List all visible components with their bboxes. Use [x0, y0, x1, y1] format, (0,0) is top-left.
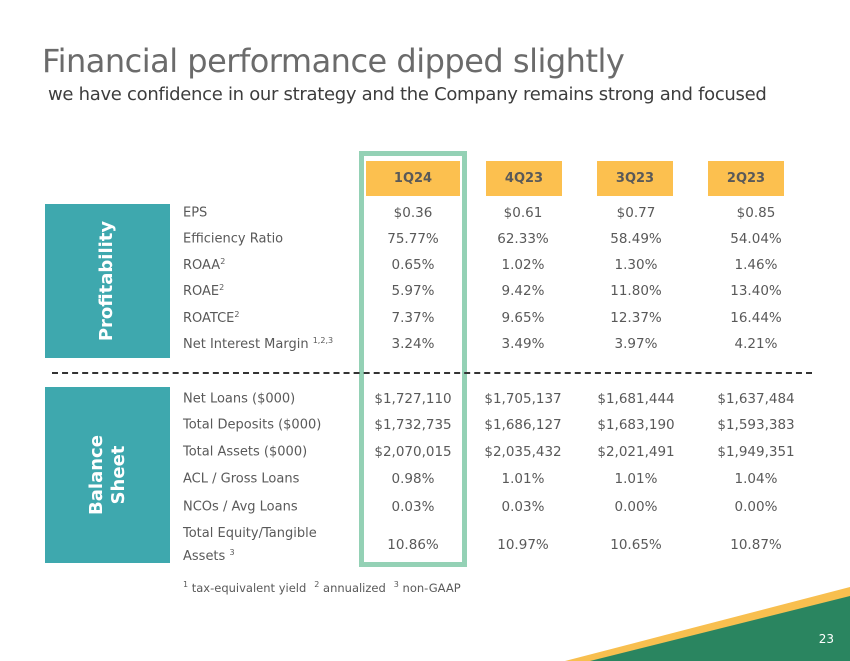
footnote-marker: 2	[314, 580, 320, 589]
footnote-marker: 3	[229, 547, 235, 557]
row-label-text: Efficiency Ratio	[183, 231, 284, 247]
table-cell: 1.02%	[501, 257, 545, 273]
table-cell: $1,732,735	[374, 417, 452, 433]
footnotes: 1 tax-equivalent yield 2 annualized 3 non-…	[183, 580, 469, 595]
table-cell: $0.61	[503, 205, 543, 221]
table-cell: 5.97%	[391, 283, 435, 299]
section-label-balance-sheet: Balance Sheet	[45, 387, 170, 563]
row-label-text: Net Loans ($000)	[183, 391, 296, 407]
table-cell: 0.98%	[391, 471, 435, 487]
footnote-marker: 2	[219, 282, 225, 292]
table-cell: 7.37%	[391, 310, 435, 326]
table-cell: $1,705,137	[484, 391, 562, 407]
table-cell: $1,593,383	[717, 417, 795, 433]
table-cell: 11.80%	[610, 283, 662, 299]
table-cell: 4.21%	[734, 336, 778, 352]
table-cell: $0.77	[616, 205, 656, 221]
table-cell: 9.42%	[501, 283, 545, 299]
row-label: Net Loans ($000)	[183, 392, 295, 407]
column-header-3q23: 3Q23	[597, 161, 673, 196]
row-label-text: EPS	[183, 205, 208, 221]
column-header-2q23: 2Q23	[708, 161, 784, 196]
table-cell: 0.00%	[614, 499, 658, 515]
row-label-text: ROAE	[183, 284, 220, 300]
row-label: Net Interest Margin 1,2,3	[183, 336, 333, 352]
table-cell: 1.04%	[734, 471, 778, 487]
section-label-profitability: Profitability	[45, 204, 170, 358]
table-cell: 54.04%	[730, 231, 782, 247]
row-label-text: NCOs / Avg Loans	[183, 499, 298, 515]
footnote-text: non-GAAP	[398, 580, 461, 595]
table-cell: 1.01%	[501, 471, 545, 487]
row-label-text: Total Equity/Tangible Assets	[183, 525, 317, 565]
row-label: NCOs / Avg Loans	[183, 500, 298, 515]
table-cell: 1.46%	[734, 257, 778, 273]
page-number: 23	[818, 632, 834, 646]
row-label: Efficiency Ratio	[183, 232, 283, 247]
table-cell: 12.37%	[610, 310, 662, 326]
section-divider	[52, 372, 812, 374]
table-cell: $1,949,351	[717, 444, 795, 460]
table-cell: $1,683,190	[597, 417, 675, 433]
table-cell: 16.44%	[730, 310, 782, 326]
row-label-text: Total Assets ($000)	[183, 444, 308, 460]
table-cell: 13.40%	[730, 283, 782, 299]
table-cell: 1.30%	[614, 257, 658, 273]
table-cell: $2,021,491	[597, 444, 675, 460]
row-label: ROAE2	[183, 283, 224, 299]
footnote-marker: 1,2,3	[312, 335, 334, 345]
table-cell: 0.65%	[391, 257, 435, 273]
footnote-text: tax-equivalent yield	[188, 580, 307, 595]
table-cell: $1,686,127	[484, 417, 562, 433]
table-cell: 58.49%	[610, 231, 662, 247]
table-cell: 3.97%	[614, 336, 658, 352]
footnote-marker: 2	[220, 256, 226, 266]
column-header-4q23: 4Q23	[486, 161, 562, 196]
table-cell: $1,727,110	[374, 391, 452, 407]
row-label-text: ROATCE	[183, 311, 235, 327]
footnote-marker: 3	[393, 580, 399, 589]
row-label: Total Equity/Tangible Assets 3	[183, 524, 333, 566]
footnote-marker: 1	[183, 580, 189, 589]
row-label-text: Net Interest Margin	[183, 337, 313, 353]
table-cell: $0.85	[736, 205, 776, 221]
row-label-text: Total Deposits ($000)	[183, 417, 322, 433]
table-cell: 3.24%	[391, 336, 435, 352]
row-label: ACL / Gross Loans	[183, 472, 299, 487]
table-cell: 10.86%	[387, 537, 439, 553]
table-cell: $2,070,015	[374, 444, 452, 460]
table-cell: 1.01%	[614, 471, 658, 487]
table-cell: 10.65%	[610, 537, 662, 553]
table-cell: $2,035,432	[484, 444, 562, 460]
footer-green-band	[590, 596, 850, 661]
table-cell: 9.65%	[501, 310, 545, 326]
table-cell: 0.00%	[734, 499, 778, 515]
row-label: EPS	[183, 206, 207, 221]
row-label: ROATCE2	[183, 310, 239, 326]
current-quarter-highlight	[359, 151, 467, 567]
page-subtitle: we have confidence in our strategy and t…	[48, 84, 767, 105]
page-title: Financial performance dipped slightly	[42, 42, 625, 80]
table-cell: $0.36	[393, 205, 433, 221]
row-label-text: ROAA	[183, 258, 221, 274]
table-cell: 0.03%	[501, 499, 545, 515]
table-cell: 0.03%	[391, 499, 435, 515]
table-cell: $1,637,484	[717, 391, 795, 407]
table-cell: 62.33%	[497, 231, 549, 247]
row-label: Total Assets ($000)	[183, 445, 307, 460]
row-label: ROAA2	[183, 257, 225, 273]
table-cell: 10.87%	[730, 537, 782, 553]
table-cell: 3.49%	[501, 336, 545, 352]
table-cell: 75.77%	[387, 231, 439, 247]
table-cell: $1,681,444	[597, 391, 675, 407]
footnote-text: annualized	[319, 580, 386, 595]
table-cell: 10.97%	[497, 537, 549, 553]
row-label-text: ACL / Gross Loans	[183, 471, 300, 487]
column-header-1q24: 1Q24	[366, 161, 460, 196]
row-label: Total Deposits ($000)	[183, 418, 321, 433]
footnote-marker: 2	[234, 309, 240, 319]
